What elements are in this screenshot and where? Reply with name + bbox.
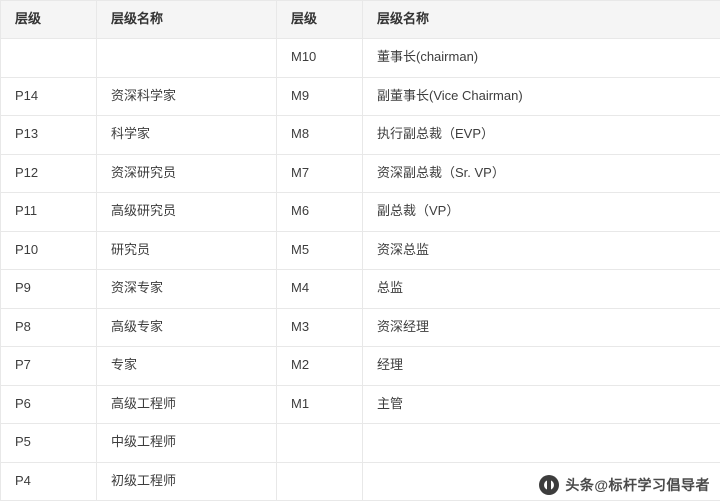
cell-grade-p-name: 专家 <box>96 346 277 386</box>
cell-grade-p-name: 高级工程师 <box>96 385 277 424</box>
cell-grade-p: P14 <box>0 77 97 116</box>
cell-grade-m: M3 <box>276 308 363 347</box>
cell-grade-m-name: 执行副总裁（EVP） <box>362 115 720 155</box>
cell-grade-p-name: 高级专家 <box>96 308 277 347</box>
cell-grade-p: P7 <box>0 346 97 386</box>
cell-grade-p: P13 <box>0 115 97 155</box>
cell-grade-m-name: 经理 <box>362 346 720 386</box>
cell-grade-p: P5 <box>0 423 97 463</box>
table-header-row: 层级 层级名称 层级 层级名称 <box>0 0 720 39</box>
watermark: 头条@标杆学习倡导者 <box>539 475 710 495</box>
column-header-grade-p: 层级 <box>0 0 97 39</box>
cell-grade-m-name: 副董事长(Vice Chairman) <box>362 77 720 116</box>
column-header-grade-m: 层级 <box>276 0 363 39</box>
cell-grade-m: M8 <box>276 115 363 155</box>
watermark-text: 头条@标杆学习倡导者 <box>565 477 710 493</box>
cell-grade-p: P8 <box>0 308 97 347</box>
cell-grade-p: P6 <box>0 385 97 424</box>
table-row: M10 董事长(chairman) <box>0 38 720 78</box>
cell-grade-p: P9 <box>0 269 97 309</box>
cell-grade-p <box>0 38 97 78</box>
table-row: P6 高级工程师 M1 主管 <box>0 385 720 424</box>
table-row: P13 科学家 M8 执行副总裁（EVP） <box>0 115 720 155</box>
cell-grade-m: M2 <box>276 346 363 386</box>
cell-grade-m-name: 总监 <box>362 269 720 309</box>
cell-grade-m-name: 资深总监 <box>362 231 720 270</box>
cell-grade-m: M6 <box>276 192 363 232</box>
cell-grade-m-name <box>362 423 720 463</box>
table-row: P10 研究员 M5 资深总监 <box>0 231 720 270</box>
cell-grade-p-name: 科学家 <box>96 115 277 155</box>
cell-grade-p: P11 <box>0 192 97 232</box>
cell-grade-m: M10 <box>276 38 363 78</box>
cell-grade-p-name: 高级研究员 <box>96 192 277 232</box>
cell-grade-m-name: 主管 <box>362 385 720 424</box>
cell-grade-p-name: 资深专家 <box>96 269 277 309</box>
cell-grade-m: M7 <box>276 154 363 193</box>
table-row: P11 高级研究员 M6 副总裁（VP） <box>0 192 720 232</box>
cell-grade-m: M5 <box>276 231 363 270</box>
cell-grade-p-name: 研究员 <box>96 231 277 270</box>
table-row: P9 资深专家 M4 总监 <box>0 269 720 309</box>
cell-grade-p: P10 <box>0 231 97 270</box>
cell-grade-m <box>276 423 363 463</box>
table-row: P14 资深科学家 M9 副董事长(Vice Chairman) <box>0 77 720 116</box>
cell-grade-m: M4 <box>276 269 363 309</box>
column-header-grade-p-name: 层级名称 <box>96 0 277 39</box>
cell-grade-m <box>276 462 363 501</box>
cell-grade-p-name: 资深研究员 <box>96 154 277 193</box>
table-row: P8 高级专家 M3 资深经理 <box>0 308 720 347</box>
cell-grade-m: M1 <box>276 385 363 424</box>
toutiao-logo-icon <box>539 475 560 495</box>
cell-grade-p: P12 <box>0 154 97 193</box>
table-row: P5 中级工程师 <box>0 423 720 463</box>
cell-grade-m: M9 <box>276 77 363 116</box>
cell-grade-p-name <box>96 38 277 78</box>
table-row: P12 资深研究员 M7 资深副总裁（Sr. VP） <box>0 154 720 193</box>
cell-grade-p: P4 <box>0 462 97 501</box>
table-body: M10 董事长(chairman) P14 资深科学家 M9 副董事长(Vice… <box>0 38 720 501</box>
table-row: P7 专家 M2 经理 <box>0 346 720 386</box>
cell-grade-p-name: 资深科学家 <box>96 77 277 116</box>
column-header-grade-m-name: 层级名称 <box>362 0 720 39</box>
cell-grade-m-name: 资深经理 <box>362 308 720 347</box>
cell-grade-m-name: 资深副总裁（Sr. VP） <box>362 154 720 193</box>
cell-grade-p-name: 中级工程师 <box>96 423 277 463</box>
cell-grade-m-name: 副总裁（VP） <box>362 192 720 232</box>
cell-grade-m-name: 董事长(chairman) <box>362 38 720 78</box>
cell-grade-p-name: 初级工程师 <box>96 462 277 501</box>
